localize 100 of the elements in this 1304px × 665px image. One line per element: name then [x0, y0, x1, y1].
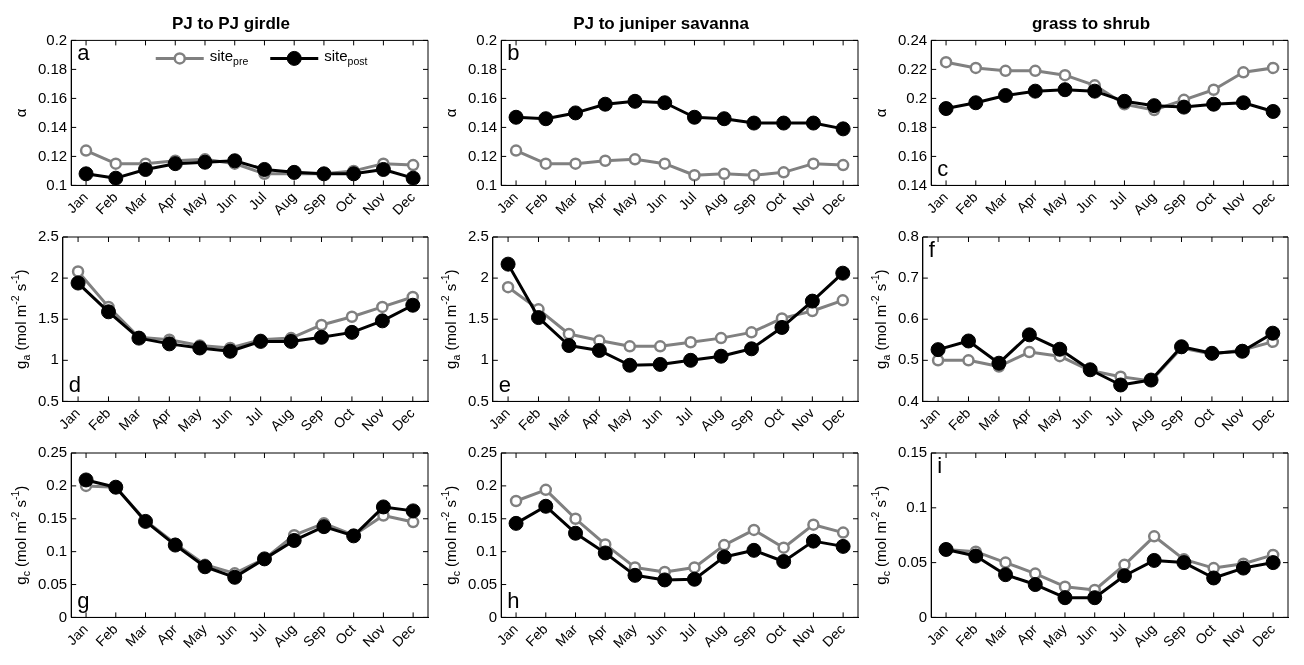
y-axis-title: α	[872, 108, 890, 118]
x-tick-label: Mar	[982, 620, 1011, 650]
y-axis-title: ga (mol m-2 s-1)	[868, 269, 893, 369]
x-tick-label: Jun	[637, 404, 666, 433]
x-tick-label: Sep	[1157, 404, 1187, 434]
y-tick-label: 0.1	[906, 497, 928, 515]
x-tick-label: Oct	[331, 620, 359, 648]
x-tick-label: Feb	[92, 188, 121, 218]
x-tick-label: Aug	[700, 620, 730, 650]
y-tick-label: 0.12	[467, 146, 498, 164]
x-tick-label: Sep	[299, 620, 329, 650]
y-tick-label: 0.2	[46, 30, 68, 48]
x-tick-label: May	[1039, 620, 1070, 651]
y-tick-label: 0.14	[467, 117, 498, 135]
x-tick-label: Jun	[1072, 188, 1100, 217]
y-tick-label: 0.16	[897, 146, 928, 164]
chart-title: PJ to juniper savanna	[573, 13, 750, 33]
annotation: f	[928, 237, 936, 263]
x-tick-label: Nov	[789, 620, 819, 650]
x-tick-label: Aug	[270, 620, 300, 650]
y-tick-label: 0.22	[897, 59, 928, 77]
x-tick-label: Mar	[552, 620, 581, 650]
y-axis-title: α	[12, 108, 30, 118]
y-tick-label: 0.8	[897, 227, 919, 245]
x-tick-label: May	[1034, 404, 1065, 435]
y-axis-title: ga (mol m-2 s-1)	[8, 269, 33, 369]
y-tick-label: 0.1	[476, 175, 498, 193]
x-tick-label: Oct	[1190, 404, 1217, 432]
x-tick-label: Aug	[1126, 404, 1156, 434]
x-tick-label: Nov	[1219, 620, 1249, 650]
x-tick-label: Jul	[1101, 404, 1126, 429]
x-tick-label: Jun	[207, 404, 236, 433]
x-tick-label: May	[179, 188, 210, 219]
x-tick-label: May	[179, 620, 210, 651]
x-tick-label: Nov	[788, 404, 818, 434]
annotation: d	[68, 372, 82, 398]
annotation: a	[77, 40, 91, 66]
x-tick-label: Mar	[122, 188, 151, 218]
y-tick-label: 0.24	[897, 30, 928, 48]
x-tick-label: May	[609, 188, 640, 219]
x-tick-label: Sep	[1159, 188, 1189, 218]
x-tick-label: Apr	[1013, 620, 1041, 648]
x-tick-label: May	[604, 404, 635, 435]
y-tick-label: 0.15	[897, 443, 928, 461]
x-tick-label: Nov	[359, 620, 389, 650]
chart-title: PJ to PJ girdle	[171, 13, 291, 33]
x-tick-label: Nov	[359, 188, 389, 218]
y-tick-label: 0.1	[46, 175, 68, 193]
x-tick-label: Mar	[982, 188, 1011, 218]
x-tick-label: Dec	[819, 188, 848, 218]
x-tick-label: Dec	[1248, 404, 1278, 434]
x-tick-label: Mar	[115, 404, 144, 434]
x-tick-label: Jun	[212, 188, 240, 217]
x-tick-label: Sep	[299, 188, 329, 218]
y-tick-label: 0.05	[37, 574, 68, 592]
x-tick-label: Dec	[389, 188, 418, 218]
y-tick-label: 0.18	[467, 59, 498, 77]
x-tick-label: Mar	[552, 188, 581, 218]
y-tick-label: 0.6	[897, 309, 919, 327]
x-tick-label: Mar	[545, 404, 574, 434]
y-tick-label: 0.16	[37, 88, 68, 106]
y-tick-label: 2	[50, 268, 59, 286]
x-tick-label: Apr	[153, 620, 181, 648]
y-tick-label: 1	[480, 350, 489, 368]
y-tick-label: 0.14	[897, 175, 928, 193]
x-tick-label: Apr	[577, 404, 605, 432]
x-tick-label: Feb	[92, 620, 121, 650]
x-tick-label: Feb	[944, 404, 974, 434]
x-tick-label: Sep	[727, 404, 757, 434]
x-tick-label: Aug	[1130, 188, 1160, 218]
x-tick-label: Sep	[1159, 620, 1189, 650]
x-tick-label: Oct	[1191, 620, 1219, 648]
x-tick-label: Jun	[642, 188, 670, 217]
y-tick-label: 0.15	[37, 508, 68, 526]
y-tick-label: 0.2	[476, 30, 498, 48]
x-tick-label: Oct	[761, 620, 789, 648]
x-tick-label: Jul	[245, 620, 270, 645]
chart-title: grass to shrub	[1031, 13, 1151, 33]
x-tick-label: Oct	[331, 188, 359, 216]
annotation: i	[937, 453, 943, 479]
y-tick-label: 0.2	[46, 476, 68, 494]
annotation: e	[498, 372, 512, 398]
x-tick-label: Jul	[1105, 620, 1130, 645]
x-tick-label: Nov	[1219, 188, 1249, 218]
y-tick-label: 0.25	[37, 443, 68, 461]
y-tick-label: 0	[918, 607, 928, 625]
x-tick-label: Feb	[84, 404, 114, 434]
x-tick-label: Jun	[212, 620, 240, 649]
x-tick-label: Feb	[522, 620, 551, 650]
y-tick-label: 0.5	[897, 350, 919, 368]
x-tick-label: May	[1039, 188, 1070, 219]
y-tick-label: 0.5	[467, 391, 489, 409]
x-tick-label: Jul	[241, 404, 266, 429]
y-tick-label: 0	[58, 607, 68, 625]
y-tick-label: 0.14	[37, 117, 68, 135]
y-tick-label: 0.12	[37, 146, 68, 164]
x-tick-label: Dec	[1249, 620, 1278, 650]
y-axis-title: α	[442, 108, 460, 118]
x-tick-label: Jul	[675, 620, 700, 645]
y-axis-title: gc (mol m-2 s-1)	[438, 485, 463, 585]
